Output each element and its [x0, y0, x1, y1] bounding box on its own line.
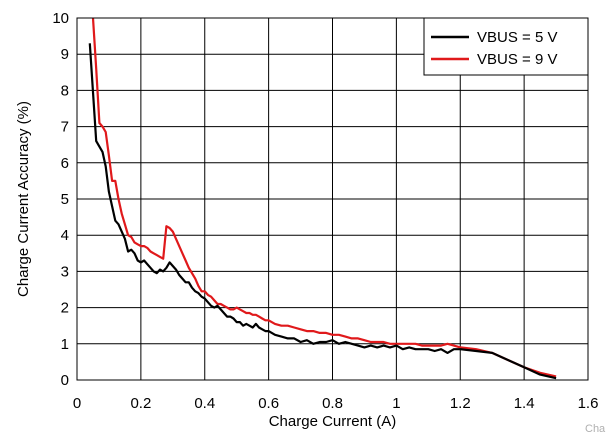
legend-label-vbus-5v: VBUS = 5 V	[477, 29, 557, 46]
x-axis-ticks: 0 0.2 0.4 0.6 0.8 1 1.2 1.4 1.6	[73, 395, 599, 412]
series-line-vbus-5v	[88, 43, 557, 380]
x-tick-label: 0.6	[258, 395, 279, 412]
series-layer	[88, 17, 557, 380]
y-tick-label: 8	[61, 82, 69, 99]
x-tick-label: 1	[392, 395, 400, 412]
legend-label-vbus-9v: VBUS = 9 V	[477, 51, 557, 68]
x-tick-label: 1.4	[514, 395, 535, 412]
y-axis-label: Charge Current Accuracy (%)	[15, 101, 32, 297]
x-tick-label: 0.4	[194, 395, 215, 412]
y-tick-label: 9	[61, 46, 69, 63]
plot-frame	[76, 17, 589, 381]
series-line-vbus-9v	[91, 17, 557, 378]
x-tick-label: 0.8	[322, 395, 343, 412]
y-tick-label: 5	[61, 191, 69, 208]
x-tick-label: 1.2	[450, 395, 471, 412]
y-tick-label: 0	[61, 372, 69, 389]
corner-caption: Cha	[585, 423, 606, 435]
y-tick-label: 4	[61, 227, 69, 244]
y-tick-label: 10	[52, 10, 69, 27]
x-tick-label: 0.2	[130, 395, 151, 412]
x-tick-label: 0	[73, 395, 81, 412]
y-axis-ticks: 0 1 2 3 4 5 6 7 8 9 10	[52, 10, 69, 389]
y-tick-label: 2	[61, 300, 69, 317]
x-tick-label: 1.6	[578, 395, 599, 412]
y-tick-label: 6	[61, 155, 69, 172]
legend-box	[423, 17, 589, 76]
y-tick-label: 1	[61, 336, 69, 353]
legend: VBUS = 5 V VBUS = 9 V	[423, 17, 589, 76]
y-tick-label: 7	[61, 119, 69, 136]
x-axis-label: Charge Current (A)	[269, 413, 397, 430]
y-tick-label: 3	[61, 263, 69, 280]
